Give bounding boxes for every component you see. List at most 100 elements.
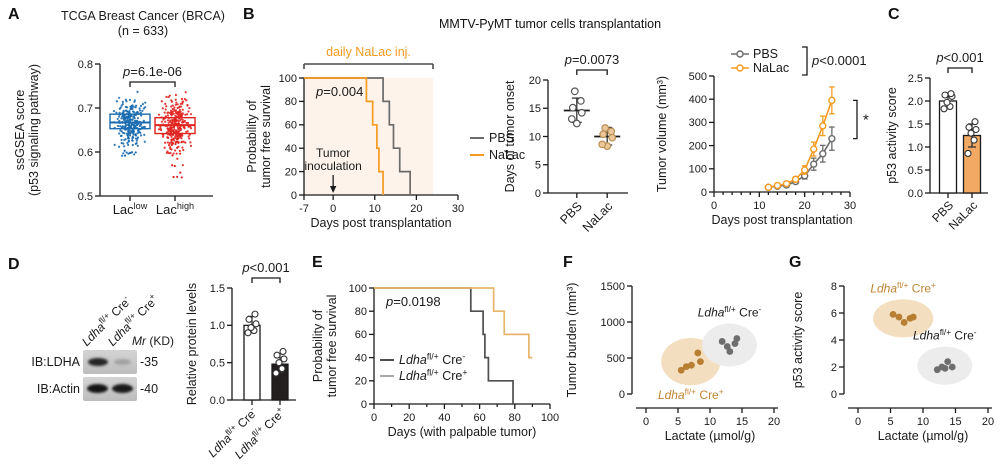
figure-graphic: 1.5 <box>210 283 225 295</box>
figure-graphic: - <box>974 327 977 337</box>
figure-graphic <box>131 107 134 110</box>
figure-graphic: 10 <box>753 200 765 212</box>
data-point <box>567 115 576 123</box>
figure-graphic <box>119 134 123 138</box>
figure-graphic: 0.5 <box>908 165 923 177</box>
figure-graphic: Ldhafl/+ Cre+ <box>399 367 467 383</box>
figure-graphic: Days (with palpable tumor) <box>388 425 537 439</box>
figure-graphic: 2.5 <box>908 73 923 85</box>
figure-graphic <box>127 152 130 155</box>
figure-graphic: p<0.0001 <box>811 53 867 68</box>
figure-graphic: 80 <box>355 306 367 318</box>
figure-graphic: 10 <box>704 416 716 428</box>
figure-graphic: Days (with palpable tumor) <box>388 425 537 439</box>
figure-graphic <box>179 171 182 174</box>
figure-graphic: 0 <box>831 389 837 401</box>
figure-graphic <box>174 93 177 97</box>
figure-graphic <box>135 119 139 122</box>
figure-graphic <box>178 127 181 130</box>
figure-graphic: Ldha <box>698 306 725 320</box>
figure-graphic: inoculation <box>304 159 361 173</box>
figure-graphic: 2.0 <box>908 96 923 108</box>
figure-graphic: 0 <box>619 389 625 401</box>
figure-graphic <box>116 117 119 121</box>
figure-graphic: + <box>931 280 936 290</box>
figure-graphic: fl/+ <box>685 387 697 397</box>
figure-graphic: <0.0001 <box>819 53 866 68</box>
figure-graphic: 10 <box>704 416 716 428</box>
figure-graphic: Tumor burden (mm³) <box>565 283 579 398</box>
figure-graphic: tumor free survival <box>259 85 273 188</box>
figure-graphic <box>135 139 138 142</box>
data-point <box>964 149 972 157</box>
figure-graphic <box>179 152 182 155</box>
figure-graphic: Cre <box>951 329 974 343</box>
figure-graphic <box>172 130 176 134</box>
figure-graphic: p=6.1e-06 <box>122 64 182 79</box>
figure-graphic: 5 <box>887 416 893 428</box>
data-point <box>941 364 949 372</box>
figure-graphic <box>143 125 146 129</box>
figure-graphic: Days post transplantation <box>310 216 451 230</box>
figure-graphic <box>188 106 191 110</box>
figure-graphic: -7 <box>299 203 309 215</box>
figure-graphic <box>188 137 191 140</box>
figure-graphic: 1500 <box>601 281 625 293</box>
figure-graphic: 20 <box>403 412 415 424</box>
figure-graphic <box>947 67 973 73</box>
figure-graphic <box>129 105 132 108</box>
data-point <box>247 324 255 332</box>
figure-graphic <box>139 104 143 108</box>
figure-graphic: 0 <box>291 190 297 202</box>
figure-graphic: 20 <box>768 416 780 428</box>
figure-graphic <box>120 104 123 107</box>
figure-graphic: (p53 signaling pathway) <box>27 64 41 196</box>
figure-graphic <box>128 109 131 113</box>
panel-g-label: G <box>789 254 802 271</box>
figure-graphic: 1.0 <box>908 142 923 154</box>
figure-graphic <box>810 145 818 153</box>
figure-graphic <box>175 101 178 104</box>
figure-graphic: 5 <box>535 160 541 172</box>
figure-graphic: + <box>462 367 467 377</box>
figure-graphic: 5 <box>887 416 893 428</box>
figure-graphic: Cre <box>736 306 759 320</box>
figure-graphic <box>172 175 175 179</box>
figure-graphic <box>169 152 172 155</box>
figure-graphic: Ldhafl/+ Cre+ <box>870 280 936 296</box>
figure-graphic <box>138 107 141 110</box>
figure-graphic <box>172 152 175 155</box>
figure-graphic <box>127 137 130 140</box>
figure-graphic <box>170 122 173 125</box>
figure-graphic: 60 <box>285 120 297 132</box>
blot-row-label: IB:Actin <box>36 382 80 396</box>
km-curve <box>304 77 384 195</box>
figure-graphic <box>126 133 130 137</box>
figure-graphic <box>802 46 808 76</box>
figure-graphic <box>165 95 168 99</box>
figure-graphic <box>172 112 175 115</box>
figure-graphic <box>129 151 132 155</box>
box <box>109 113 151 130</box>
figure-graphic <box>168 142 171 145</box>
figure-graphic <box>189 141 192 144</box>
figure-graphic: 100 <box>349 283 367 295</box>
figure-graphic: 8 <box>831 281 837 293</box>
figure-graphic: 1500 <box>601 281 625 293</box>
figure-graphic <box>185 121 188 125</box>
figure-graphic: p <box>385 294 393 309</box>
figure-graphic: - <box>247 404 256 413</box>
figure-graphic <box>179 134 182 137</box>
figure-graphic: p <box>564 52 572 67</box>
figure-graphic <box>136 144 139 147</box>
figure-graphic <box>179 102 182 105</box>
figure-graphic: 60 <box>285 120 297 132</box>
figure-graphic <box>181 108 184 111</box>
data-point <box>688 361 695 369</box>
figure-graphic: 40 <box>355 352 367 364</box>
figure-graphic <box>169 133 172 137</box>
figure-graphic: Laclow <box>113 201 148 217</box>
figure-graphic: p=0.004 <box>315 84 363 99</box>
figure-graphic <box>185 130 188 133</box>
